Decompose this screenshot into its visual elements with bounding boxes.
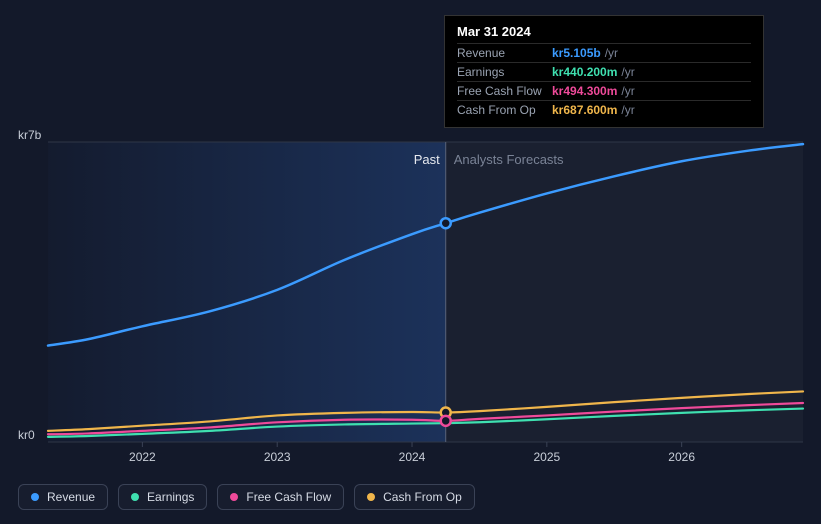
tooltip-date: Mar 31 2024 — [457, 24, 751, 39]
tooltip-row: Revenuekr5.105b/yr — [457, 43, 751, 62]
tooltip-metric-value: kr440.200m — [552, 65, 617, 79]
legend-label: Free Cash Flow — [246, 490, 331, 504]
tooltip-metric-unit: /yr — [621, 84, 634, 98]
legend-dot-icon — [131, 493, 139, 501]
legend-label: Cash From Op — [383, 490, 462, 504]
hover-tooltip: Mar 31 2024 Revenuekr5.105b/yrEarningskr… — [444, 15, 764, 128]
tooltip-metric-unit: /yr — [621, 103, 634, 117]
legend-label: Revenue — [47, 490, 95, 504]
tooltip-metric-value: kr5.105b — [552, 46, 601, 60]
legend-label: Earnings — [147, 490, 194, 504]
tooltip-row: Cash From Opkr687.600m/yr — [457, 100, 751, 119]
x-axis-label: 2025 — [533, 450, 560, 464]
tooltip-metric-label: Free Cash Flow — [457, 84, 552, 98]
x-axis-label: 2022 — [129, 450, 156, 464]
legend-item-free-cash-flow[interactable]: Free Cash Flow — [217, 484, 344, 510]
x-axis-label: 2026 — [668, 450, 695, 464]
y-axis-label: kr0 — [18, 428, 35, 442]
past-section-label: Past — [414, 152, 440, 167]
x-axis-label: 2024 — [399, 450, 426, 464]
y-axis-label: kr7b — [18, 128, 41, 142]
tooltip-metric-value: kr687.600m — [552, 103, 617, 117]
legend-item-revenue[interactable]: Revenue — [18, 484, 108, 510]
legend-dot-icon — [230, 493, 238, 501]
tooltip-row: Earningskr440.200m/yr — [457, 62, 751, 81]
tooltip-metric-unit: /yr — [605, 46, 618, 60]
tooltip-metric-value: kr494.300m — [552, 84, 617, 98]
legend: Revenue Earnings Free Cash Flow Cash From O… — [18, 484, 475, 510]
x-axis-label: 2023 — [264, 450, 291, 464]
tooltip-metric-label: Revenue — [457, 46, 552, 60]
legend-item-cash-from-op[interactable]: Cash From Op — [354, 484, 475, 510]
financial-forecast-chart: Mar 31 2024 Revenuekr5.105b/yrEarningskr… — [0, 0, 821, 524]
legend-dot-icon — [367, 493, 375, 501]
tooltip-metric-label: Cash From Op — [457, 103, 552, 117]
legend-dot-icon — [31, 493, 39, 501]
legend-item-earnings[interactable]: Earnings — [118, 484, 207, 510]
tooltip-metric-label: Earnings — [457, 65, 552, 79]
tooltip-metric-unit: /yr — [621, 65, 634, 79]
forecast-section-label: Analysts Forecasts — [454, 152, 564, 167]
tooltip-row: Free Cash Flowkr494.300m/yr — [457, 81, 751, 100]
